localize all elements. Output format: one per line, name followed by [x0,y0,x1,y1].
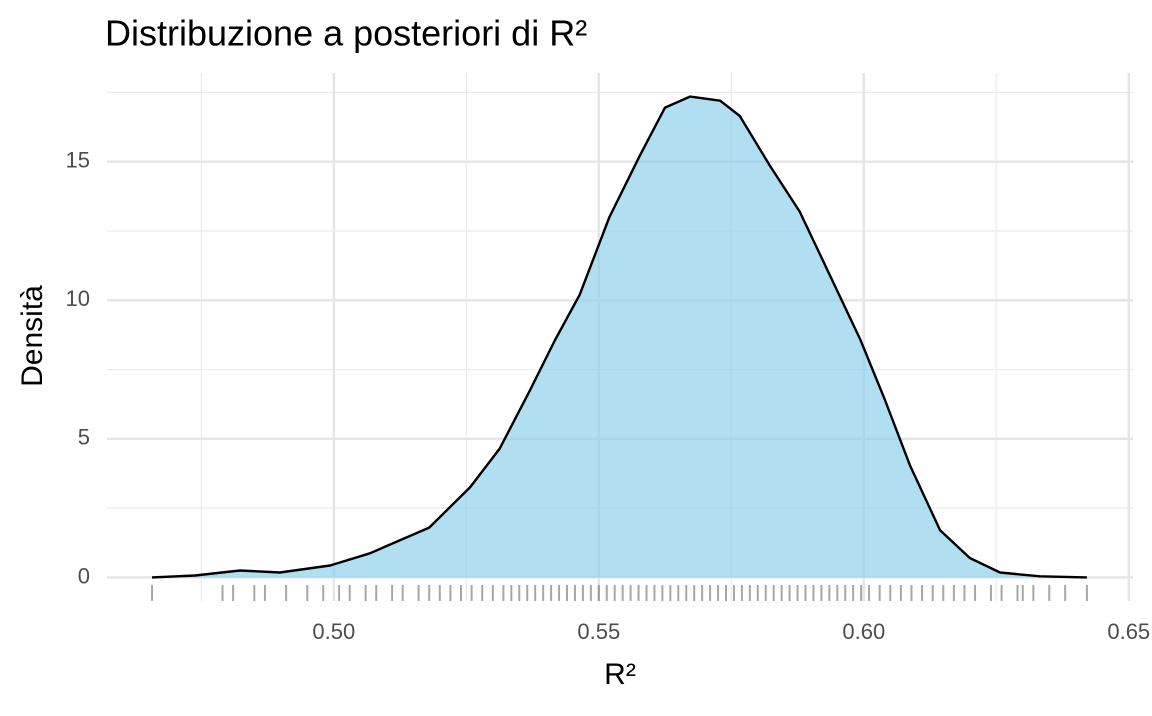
density-line [151,95,1087,579]
y-tick-label: 15 [66,148,90,173]
x-tick-label: 0.65 [1107,619,1150,644]
x-tick-label: 0.60 [842,619,885,644]
y-tick-label: 0 [78,563,90,588]
y-axis-label: Densità [16,285,49,387]
x-tick-label: 0.55 [577,619,620,644]
y-tick-label: 10 [66,286,90,311]
y-tick-label: 5 [78,425,90,450]
x-tick-label: 0.50 [312,619,355,644]
chart-title: Distribuzione a posteriori di R² [105,13,587,54]
x-axis-label: R² [604,658,636,691]
density-area [152,96,1087,578]
